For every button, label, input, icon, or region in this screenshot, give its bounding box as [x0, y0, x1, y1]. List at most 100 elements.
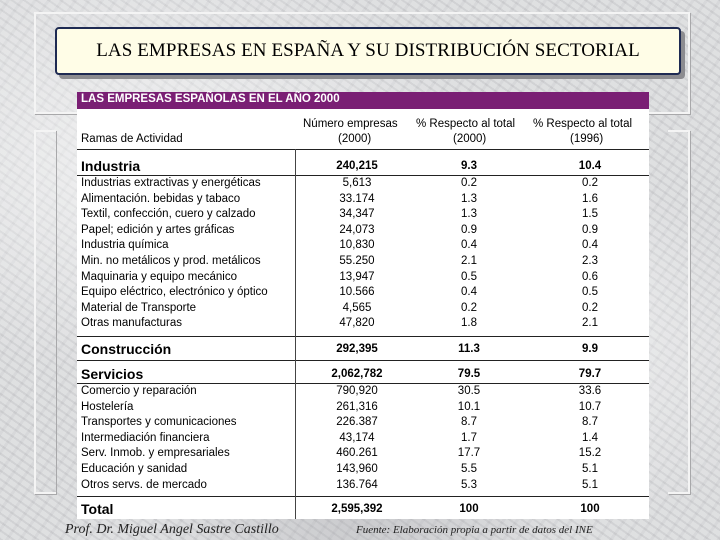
col-header-pct1996-line2: (1996) — [570, 133, 604, 145]
col-header-branch: Ramas de Actividad — [81, 133, 183, 145]
header-divider — [77, 149, 649, 150]
table-row-num: 13,947 — [339, 270, 375, 283]
vertical-divider-1 — [295, 149, 296, 519]
table-row-name: Papel; edición y artes gráficas — [81, 223, 235, 236]
total-num: 2,595,392 — [331, 503, 383, 515]
section-pct2000-servicios: 79.5 — [457, 368, 481, 380]
table-row-pct2000: 1.3 — [461, 208, 477, 221]
table-row-pct2000: 0.9 — [461, 223, 477, 236]
table-row-pct1996: 1.6 — [582, 192, 598, 205]
table-row-pct2000: 0.4 — [461, 286, 477, 299]
total-label: Total — [81, 501, 114, 517]
table-row-name: Equipo eléctrico, electrónico y óptico — [81, 286, 268, 299]
section-num-construccion: 292,395 — [336, 343, 378, 355]
section-label-industria: Industria — [81, 158, 141, 174]
table-row-pct1996: 0.2 — [582, 177, 598, 189]
table-row-pct2000: 1.7 — [461, 431, 477, 444]
table-row-pct1996: 1.5 — [582, 208, 598, 221]
footer-source: Fuente: Elaboración propia a partir de d… — [356, 524, 593, 536]
table-row-num: 34,347 — [339, 208, 375, 221]
table-row-num: 261,316 — [336, 400, 378, 413]
table-row-num: 5,613 — [342, 177, 372, 189]
decorative-frame-right — [668, 130, 690, 494]
footer-author: Prof. Dr. Miguel Angel Sastre Castillo — [65, 522, 279, 537]
table-row-pct1996: 5.1 — [582, 478, 598, 491]
slide-title: LAS EMPRESAS EN ESPAÑA Y SU DISTRIBUCIÓN… — [96, 40, 640, 61]
col-header-num-line1: Número empresas — [303, 118, 398, 130]
divider-below-construccion — [77, 360, 649, 361]
table-heading: LAS EMPRESAS ESPAÑOLAS EN EL AÑO 2000 — [81, 93, 340, 105]
table-row-pct1996: 10.7 — [578, 400, 602, 413]
table-row-pct2000: 10.1 — [457, 400, 481, 413]
divider-above-total — [77, 496, 649, 497]
table-row-name: Textil, confección, cuero y calzado — [81, 208, 256, 221]
slide-title-box: LAS EMPRESAS EN ESPAÑA Y SU DISTRIBUCIÓN… — [55, 27, 681, 75]
table-row-pct1996: 5.1 — [582, 463, 598, 475]
section-pct1996-industria: 10.4 — [578, 160, 602, 172]
decorative-frame-left — [34, 130, 56, 494]
table-row-pct1996: 8.7 — [582, 416, 598, 429]
section-pct2000-construccion: 11.3 — [458, 343, 480, 355]
table-row-pct2000: 0.2 — [461, 301, 477, 314]
table-row-name: Material de Transporte — [81, 301, 197, 314]
table-row-pct2000: 1.8 — [461, 317, 477, 330]
table-row-pct1996: 0.6 — [582, 270, 598, 283]
enterprises-table: LAS EMPRESAS ESPAÑOLAS EN EL AÑO 2000 Nú… — [77, 92, 649, 519]
table-row-num: 4,565 — [342, 301, 372, 314]
table-row-num: 10,830 — [339, 239, 375, 252]
table-row-num: 24,073 — [339, 223, 375, 236]
total-pct1996: 100 — [580, 503, 600, 515]
table-row-name: Hostelería — [81, 400, 134, 413]
table-row-name: Educación y sanidad — [81, 463, 188, 475]
col-header-pct1996-line1: % Respecto al total — [533, 118, 633, 130]
table-row-pct2000: 0.5 — [461, 270, 477, 283]
divider-above-construccion — [77, 336, 649, 337]
table-row-pct1996: 0.4 — [582, 239, 598, 252]
table-row-name: Serv. Inmob. y empresariales — [81, 447, 230, 460]
table-row-pct2000: 0.2 — [461, 177, 477, 189]
table-row-name: Comercio y reparación — [81, 385, 197, 397]
table-row-pct2000: 17.7 — [457, 447, 481, 460]
table-row-pct2000: 5.3 — [461, 478, 477, 491]
table-row-name: Industrias extractivas y energéticas — [81, 177, 261, 189]
table-row-pct1996: 1.4 — [582, 431, 598, 444]
table-row-name: Min. no metálicos y prod. metálicos — [81, 255, 261, 267]
section-label-servicios: Servicios — [81, 366, 144, 382]
section-pct1996-servicios: 79.7 — [578, 368, 602, 380]
section-pct1996-construccion: 9.9 — [582, 343, 598, 355]
table-row-num: 226.387 — [336, 416, 378, 429]
table-row-num: 43,174 — [339, 431, 375, 444]
total-pct2000: 100 — [459, 503, 479, 515]
table-row-num: 136.764 — [336, 478, 378, 491]
table-row-num: 10.566 — [339, 286, 375, 299]
table-row-num: 55.250 — [339, 255, 375, 267]
table-row-name: Alimentación. bebidas y tabaco — [81, 192, 241, 205]
section-num-industria: 240,215 — [336, 160, 378, 172]
table-row-pct1996: 2.1 — [582, 317, 598, 330]
table-row-pct2000: 30.5 — [457, 385, 481, 397]
table-row-num: 790,920 — [336, 385, 378, 397]
table-heading-bar: LAS EMPRESAS ESPAÑOLAS EN EL AÑO 2000 — [77, 92, 649, 109]
table-row-num: 143,960 — [336, 463, 378, 475]
divider-industria — [77, 175, 649, 176]
table-row-name: Industria química — [81, 239, 169, 252]
table-row-pct1996: 2.3 — [582, 255, 598, 267]
section-pct2000-industria: 9.3 — [461, 160, 477, 172]
table-row-pct1996: 0.9 — [582, 223, 598, 236]
col-header-pct2000-line2: (2000) — [453, 133, 487, 145]
section-label-construccion: Construcción — [81, 341, 172, 357]
table-row-pct2000: 5.5 — [461, 463, 477, 475]
col-header-num-line2: (2000) — [338, 133, 372, 145]
table-row-name: Otras manufacturas — [81, 317, 182, 330]
table-row-num: 47,820 — [339, 317, 375, 330]
table-row-name: Intermediación financiera — [81, 431, 210, 444]
table-row-num: 460.261 — [336, 447, 378, 460]
table-row-name: Maquinaria y equipo mecánico — [81, 270, 237, 283]
table-row-pct1996: 15.2 — [578, 447, 602, 460]
table-row-pct2000: 1.3 — [461, 192, 477, 205]
table-row-num: 33.174 — [339, 192, 375, 205]
table-row-pct1996: 33.6 — [578, 385, 602, 397]
table-row-pct2000: 8.7 — [461, 416, 477, 429]
col-header-pct2000-line1: % Respecto al total — [416, 118, 516, 130]
divider-servicios — [77, 383, 649, 384]
